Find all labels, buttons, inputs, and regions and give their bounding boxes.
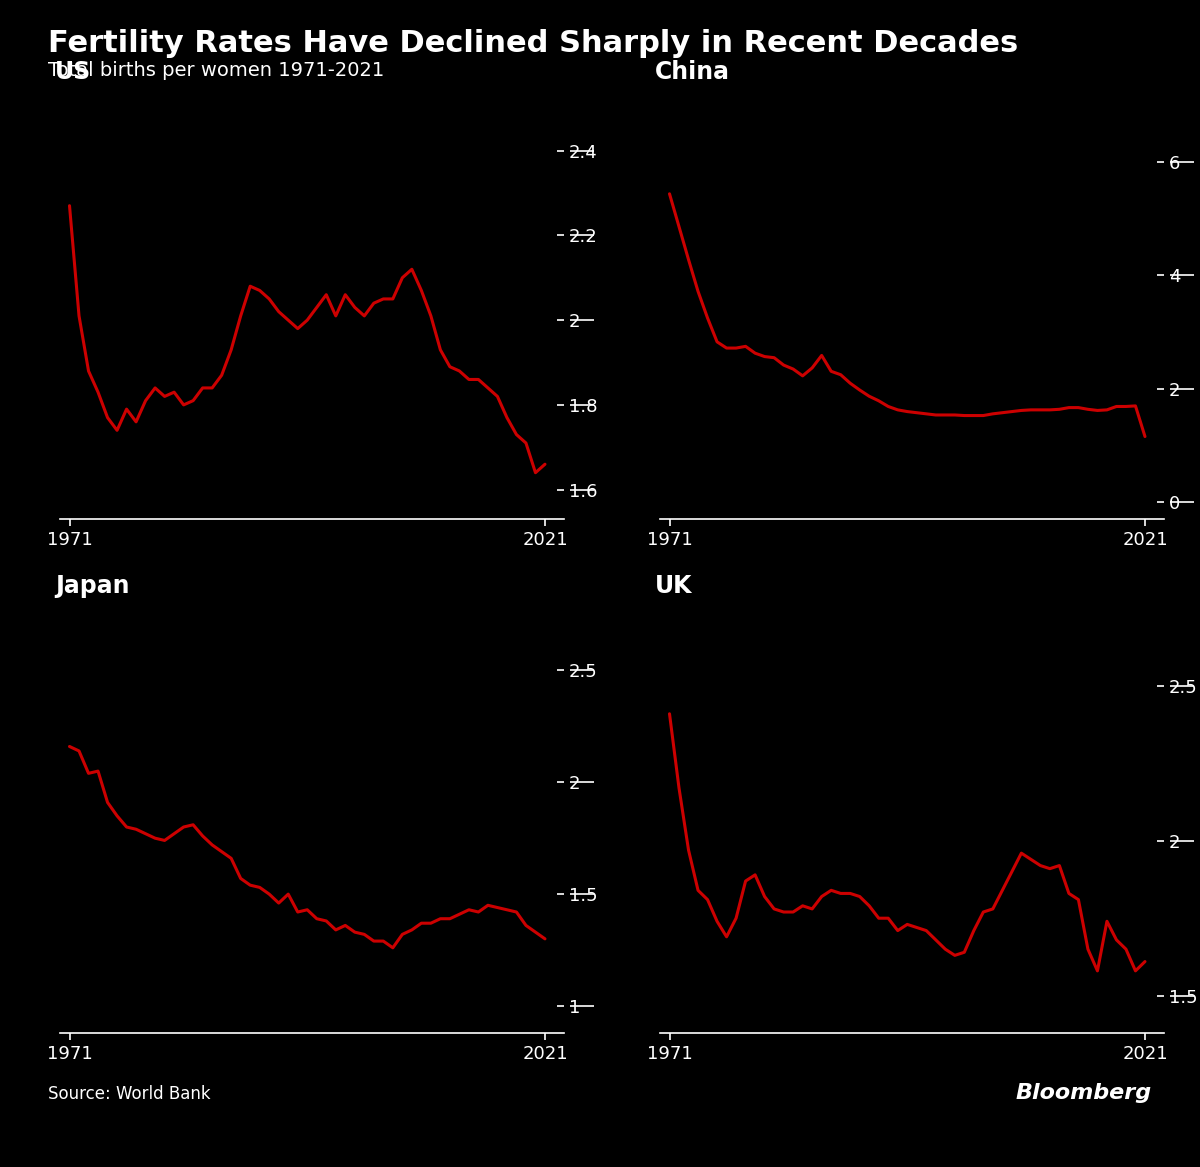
Text: China: China	[655, 61, 730, 84]
Text: Fertility Rates Have Declined Sharply in Recent Decades: Fertility Rates Have Declined Sharply in…	[48, 29, 1019, 58]
Text: Japan: Japan	[55, 574, 130, 598]
Text: UK: UK	[655, 574, 692, 598]
Text: US: US	[55, 61, 91, 84]
Text: Bloomberg: Bloomberg	[1016, 1083, 1152, 1103]
Text: Source: World Bank: Source: World Bank	[48, 1085, 211, 1103]
Text: Total births per women 1971-2021: Total births per women 1971-2021	[48, 61, 384, 79]
